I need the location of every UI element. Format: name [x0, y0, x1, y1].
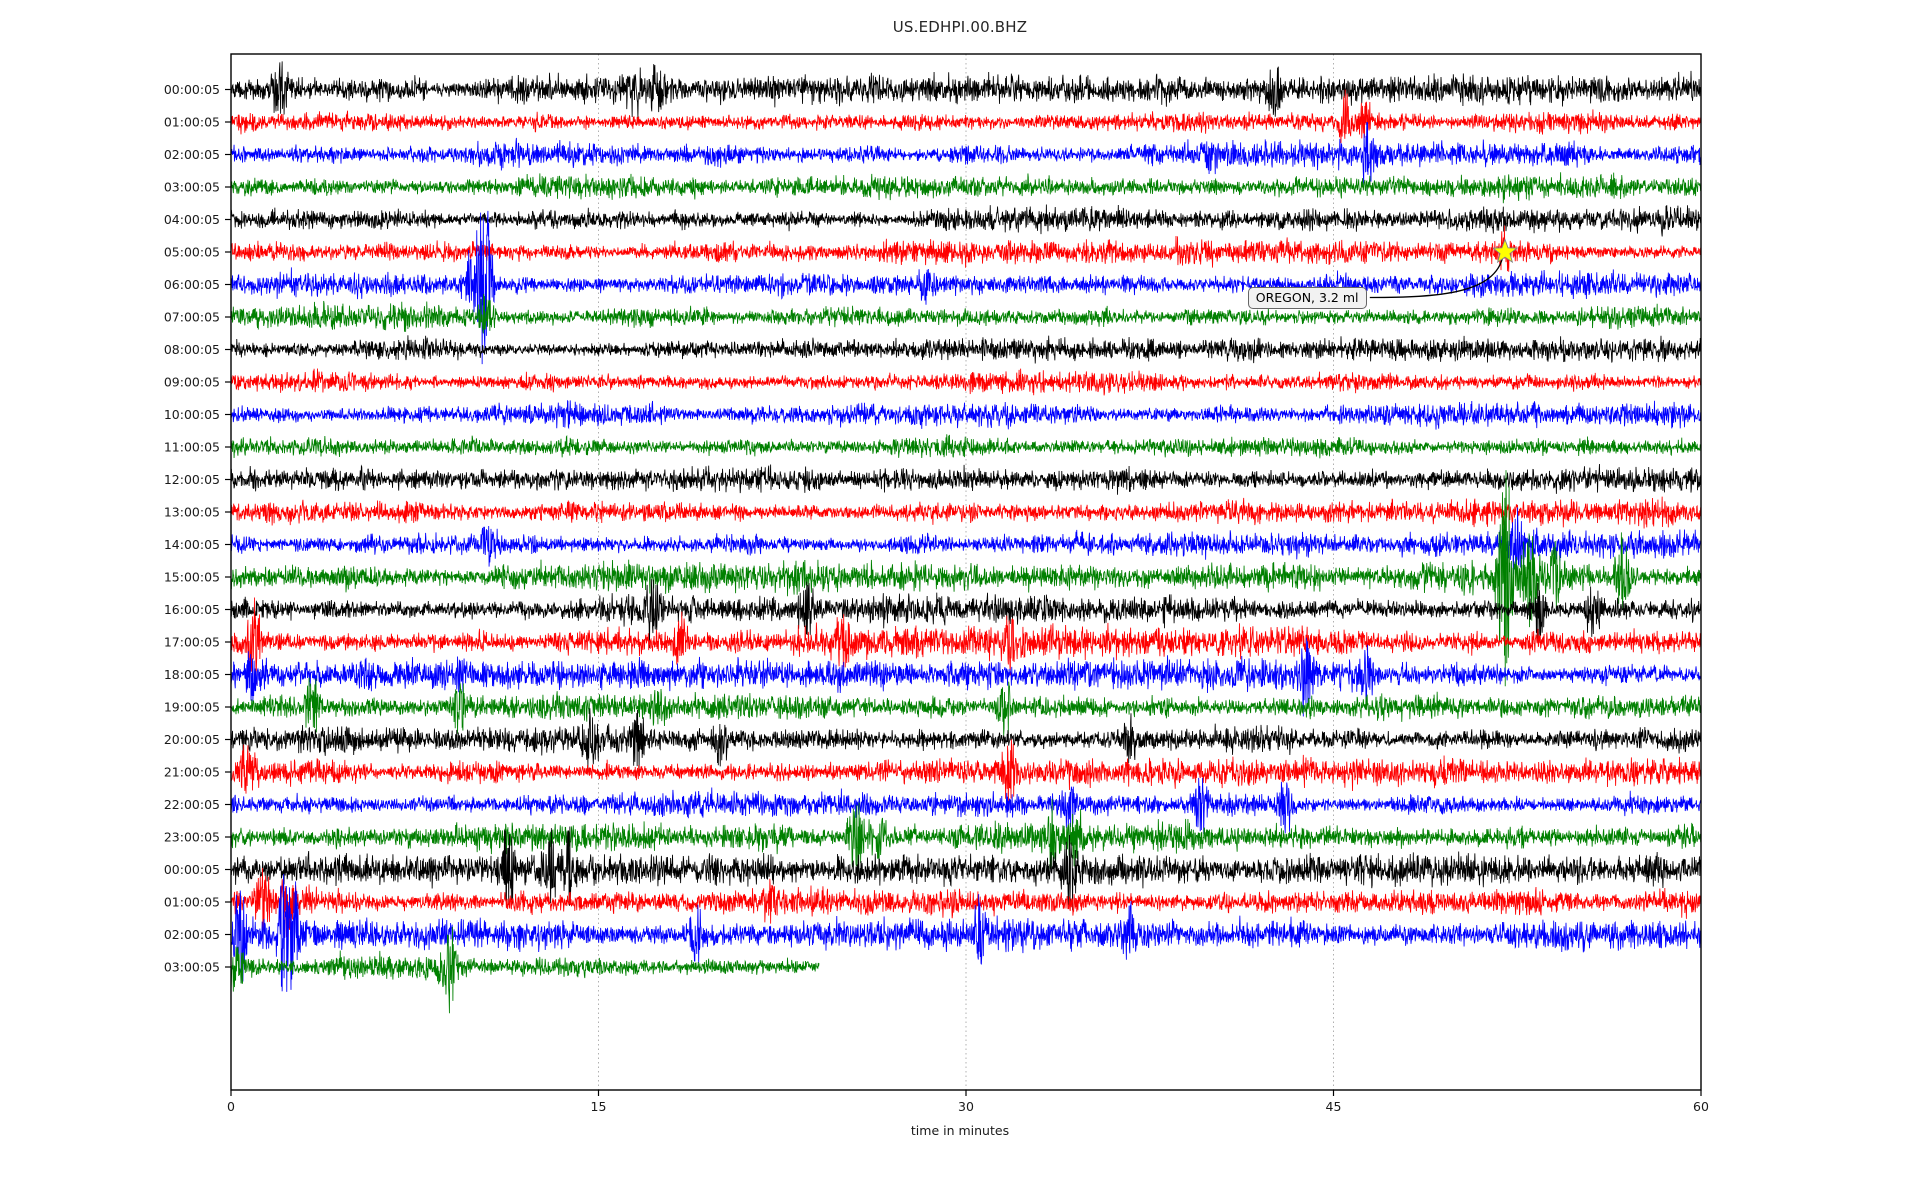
seismogram-trace [230, 172, 1702, 204]
seismogram-trace [230, 434, 1702, 459]
seismogram-trace [230, 210, 1702, 365]
y-tick-label: 14:00:05 [164, 537, 220, 552]
y-tick-label: 20:00:05 [164, 732, 220, 747]
y-tick-label: 05:00:05 [164, 245, 220, 260]
seismogram-trace [230, 399, 1702, 430]
seismogram-trace [230, 826, 1702, 911]
x-tick-label: 15 [591, 1099, 607, 1114]
seismogram-trace [230, 335, 1702, 364]
x-tick-label: 60 [1693, 1099, 1709, 1114]
seismogram-trace [230, 798, 1702, 873]
y-tick-label: 07:00:05 [164, 310, 220, 325]
y-tick-label: 16:00:05 [164, 602, 220, 617]
x-tick-label: 30 [958, 1099, 974, 1114]
seismogram-trace [230, 368, 1702, 396]
y-tick-label: 12:00:05 [164, 472, 220, 487]
y-tick-label: 03:00:05 [164, 960, 220, 975]
seismogram-trace [230, 204, 1702, 237]
y-tick-label: 00:00:05 [164, 862, 220, 877]
seismogram-trace [230, 579, 1702, 649]
earthquake-annotation-label[interactable]: OREGON, 3.2 ml [1247, 286, 1367, 310]
x-tick-label: 0 [227, 1099, 235, 1114]
seismogram-trace [230, 507, 1702, 576]
x-axis-ticks: 0 15 30 45 60 [227, 1090, 1709, 1114]
x-axis-label: time in minutes [910, 1123, 1010, 1138]
page-title: US.EDHPI.00.BHZ [892, 18, 1028, 36]
seismogram-trace [230, 464, 1702, 495]
y-tick-label: 19:00:05 [164, 700, 220, 715]
earthquake-star-marker[interactable] [1491, 238, 1519, 264]
y-tick-label: 08:00:05 [164, 342, 220, 357]
seismogram-trace [230, 739, 1702, 811]
y-tick-label: 17:00:05 [164, 635, 220, 650]
y-tick-label: 10:00:05 [164, 407, 220, 422]
y-tick-label: 23:00:05 [164, 830, 220, 845]
seismogram-trace [230, 470, 1702, 687]
seismogram-trace [230, 225, 1702, 272]
y-tick-label: 09:00:05 [164, 375, 220, 390]
y-tick-label: 01:00:05 [164, 115, 220, 130]
trace-lines [230, 61, 1702, 1014]
y-tick-label: 11:00:05 [164, 440, 220, 455]
seismogram-trace [230, 293, 1702, 334]
seismogram-trace [230, 61, 1702, 118]
seismogram-trace [230, 777, 1702, 835]
y-tick-label: 15:00:05 [164, 570, 220, 585]
annotations-layer [1369, 238, 1519, 299]
seismogram-trace [230, 677, 1702, 736]
seismogram-trace [230, 89, 1702, 144]
y-tick-label: 18:00:05 [164, 667, 220, 682]
grid-lines [598, 54, 1334, 1090]
y-tick-label: 01:00:05 [164, 895, 220, 910]
seismogram-trace [230, 122, 1702, 185]
y-tick-label: 06:00:05 [164, 277, 220, 292]
annotation-leader-line [1369, 255, 1504, 299]
seismogram-trace [230, 637, 1702, 717]
seismogram-trace [230, 926, 820, 1014]
y-tick-label: 03:00:05 [164, 180, 220, 195]
x-tick-label: 45 [1326, 1099, 1342, 1114]
seismogram-trace [230, 496, 1702, 529]
y-tick-label: 21:00:05 [164, 765, 220, 780]
seismogram-trace [230, 868, 1702, 938]
seismogram-trace [230, 597, 1702, 685]
y-tick-label: 13:00:05 [164, 505, 220, 520]
y-tick-label: 00:00:05 [164, 82, 220, 97]
y-tick-label: 04:00:05 [164, 212, 220, 227]
seismogram-trace [230, 708, 1702, 772]
y-tick-label: 02:00:05 [164, 927, 220, 942]
y-tick-label: 22:00:05 [164, 797, 220, 812]
y-tick-label: 02:00:05 [164, 147, 220, 162]
seismogram-trace [230, 873, 1702, 992]
y-axis-ticks: 00:00:05 01:00:05 02:00:05 03:00:05 04:00:05… [164, 82, 231, 975]
